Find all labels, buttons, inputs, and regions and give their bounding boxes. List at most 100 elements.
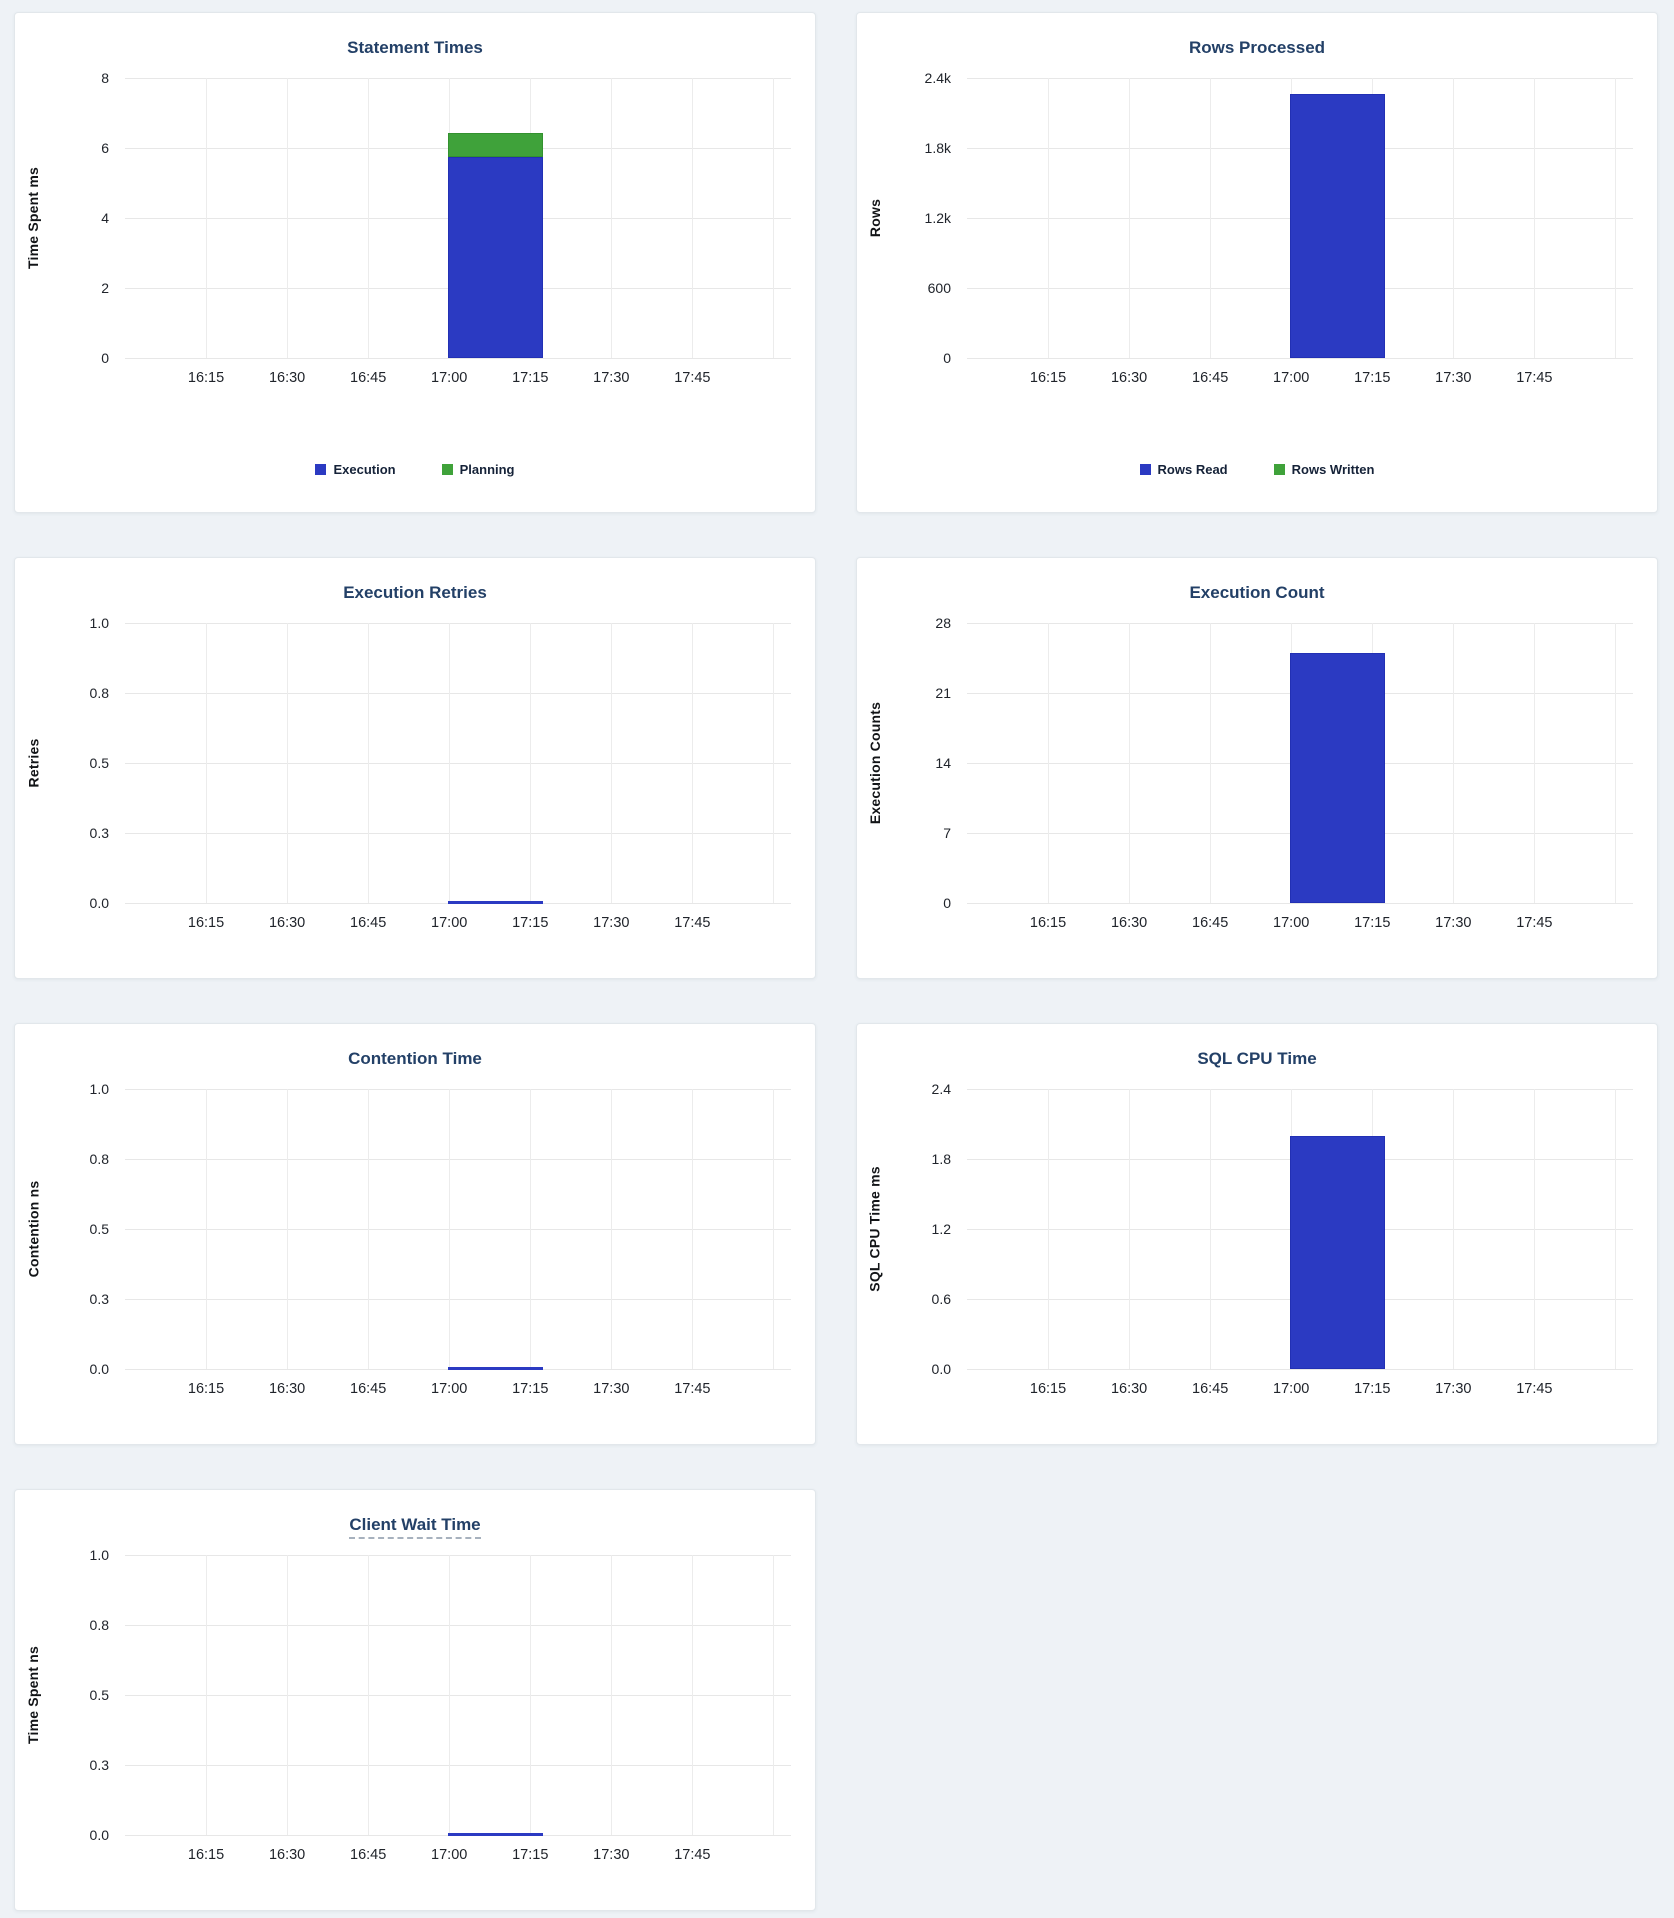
x-tick-label: 16:45 (1192, 370, 1229, 386)
x-tick-label: 17:15 (512, 1847, 549, 1863)
h-gridline (125, 1089, 791, 1090)
legend-label: Execution (333, 462, 396, 477)
h-gridline (125, 1695, 791, 1696)
x-tick-label: 17:45 (1516, 370, 1553, 386)
y-tick-label: 0.0 (89, 1827, 109, 1843)
v-gridline (692, 623, 694, 903)
v-gridline (206, 1555, 208, 1835)
x-axis: 16:15 16:30 16:45 17:00 17:15 17:30 17:45 (125, 1381, 791, 1399)
v-gridline (530, 1555, 532, 1835)
v-gridline (773, 623, 775, 903)
v-gridline (449, 1555, 451, 1835)
y-tick-label: 0 (943, 350, 951, 366)
x-axis: 16:15 16:30 16:45 17:00 17:15 17:30 17:45 (967, 915, 1633, 933)
y-axis-label-text: Rows (866, 198, 883, 238)
x-tick-label: 16:45 (350, 1381, 387, 1397)
chart-title: Client Wait Time (15, 1514, 815, 1539)
v-gridline (1453, 1089, 1455, 1369)
v-gridline (692, 78, 694, 358)
chart-title-text[interactable]: Client Wait Time (349, 1515, 481, 1539)
bar-rows-read (1290, 94, 1385, 358)
v-gridline (1048, 623, 1050, 903)
x-tick-label: 17:45 (1516, 915, 1553, 931)
x-tick-label: 16:15 (187, 915, 225, 931)
h-gridline (125, 623, 791, 624)
bar-execution-count (1290, 653, 1385, 903)
h-gridline (125, 1765, 791, 1766)
legend-label: Planning (459, 462, 515, 477)
x-tick-label: 16:45 (350, 370, 387, 386)
v-gridline (773, 1089, 775, 1369)
h-gridline (125, 1555, 791, 1556)
v-gridline (206, 78, 208, 358)
x-tick-label: 17:30 (593, 915, 630, 931)
v-gridline (1615, 623, 1617, 903)
y-axis-label: SQL CPU Time ms (855, 1089, 895, 1369)
v-gridline (530, 1089, 532, 1369)
h-gridline (125, 1229, 791, 1230)
y-tick-label: 1.2 (931, 1221, 951, 1237)
y-tick-label: 4 (101, 210, 109, 226)
h-gridline (125, 78, 791, 79)
v-gridline (287, 78, 289, 358)
y-tick-label: 1.0 (89, 1081, 109, 1097)
x-tick-label: 17:45 (1516, 1381, 1553, 1397)
x-tick-label: 17:00 (431, 1381, 468, 1397)
chart-plot-area: Time Spent ms 8 6 4 2 0 16:15 16:30 16:45 17:00 17… (25, 70, 791, 386)
x-tick-label: 17:30 (593, 1847, 630, 1863)
v-gridline (611, 1089, 613, 1369)
h-gridline (125, 358, 791, 359)
v-gridline (1534, 1089, 1536, 1369)
y-tick-label: 21 (935, 685, 951, 701)
y-tick-label: 7 (943, 825, 951, 841)
y-tick-label: 28 (935, 615, 951, 631)
v-gridline (692, 1555, 694, 1835)
v-gridline (611, 623, 613, 903)
v-gridline (692, 1089, 694, 1369)
v-gridline (287, 623, 289, 903)
x-axis: 16:15 16:30 16:45 17:00 17:15 17:30 17:45 (125, 370, 791, 388)
legend-label: Rows Written (1291, 462, 1375, 477)
bar-planning (448, 132, 543, 157)
x-tick-label: 17:15 (512, 1381, 549, 1397)
y-tick-label: 0.0 (89, 895, 109, 911)
y-axis-label: Contention ns (13, 1089, 53, 1369)
chart-row-2: Execution Retries Retries 1.0 0.8 0.5 0.3 0.0… (14, 557, 1660, 979)
y-tick-label: 0.5 (89, 1221, 109, 1237)
x-tick-label: 16:15 (187, 370, 225, 386)
x-tick-label: 17:45 (674, 1847, 711, 1863)
v-gridline (611, 78, 613, 358)
y-tick-label: 0.3 (89, 1291, 109, 1307)
x-tick-label: 16:15 (1029, 1381, 1067, 1397)
y-axis-label-text: Time Spent ns (25, 1645, 41, 1745)
y-tick-label: 14 (935, 755, 951, 771)
y-tick-label: 8 (101, 70, 109, 86)
x-tick-label: 17:30 (1435, 915, 1472, 931)
chart-plot-area: Time Spent ns 1.0 0.8 0.5 0.3 0.0 16:15 16:30 16… (25, 1547, 791, 1863)
y-axis-label: Retries (13, 623, 53, 903)
v-gridline (287, 1089, 289, 1369)
y-axis-label-text: Retries (25, 738, 41, 788)
chart-card-sql-cpu-time: SQL CPU Time SQL CPU Time ms 2.4 1.8 1.2 0.6… (856, 1023, 1658, 1445)
v-gridline (1129, 78, 1131, 358)
chart-legend: Execution Planning (15, 462, 815, 477)
v-gridline (1210, 623, 1212, 903)
x-tick-label: 16:30 (1110, 915, 1148, 931)
y-axis-label: Time Spent ms (13, 78, 53, 358)
h-gridline (967, 1089, 1633, 1090)
v-gridline (1129, 623, 1131, 903)
h-gridline (125, 833, 791, 834)
chart-card-execution-retries: Execution Retries Retries 1.0 0.8 0.5 0.3 0.0… (14, 557, 816, 979)
legend-swatch (315, 464, 327, 475)
legend-item-planning: Planning (441, 462, 515, 477)
v-gridline (530, 623, 532, 903)
chart-plot-area: SQL CPU Time ms 2.4 1.8 1.2 0.6 0.0 16:15 16:30… (867, 1081, 1633, 1397)
y-axis-label: Rows (855, 78, 895, 358)
x-tick-label: 16:30 (268, 370, 306, 386)
chart-card-statement-times: Statement Times Time Spent ms 8 6 4 2 0 16:15 1… (14, 12, 816, 513)
legend-swatch (1139, 464, 1151, 475)
bar-execution (448, 156, 543, 358)
chart-row-4: Client Wait Time Time Spent ns 1.0 0.8 0.5 0… (14, 1489, 1660, 1911)
chart-title-text: Contention Time (348, 1049, 482, 1068)
